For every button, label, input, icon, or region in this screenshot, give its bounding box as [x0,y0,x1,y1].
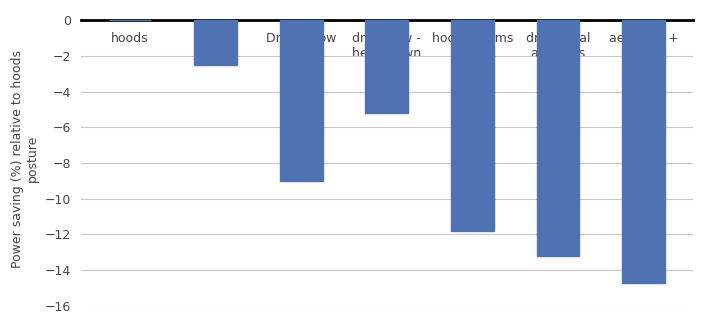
Y-axis label: Power saving (%) relative to hoods
posture: Power saving (%) relative to hoods postu… [11,49,39,267]
Bar [279,20,322,181]
Bar [365,20,408,113]
Bar [194,20,237,65]
Bar [622,20,665,283]
Bar [451,20,494,231]
Bar [536,20,579,256]
